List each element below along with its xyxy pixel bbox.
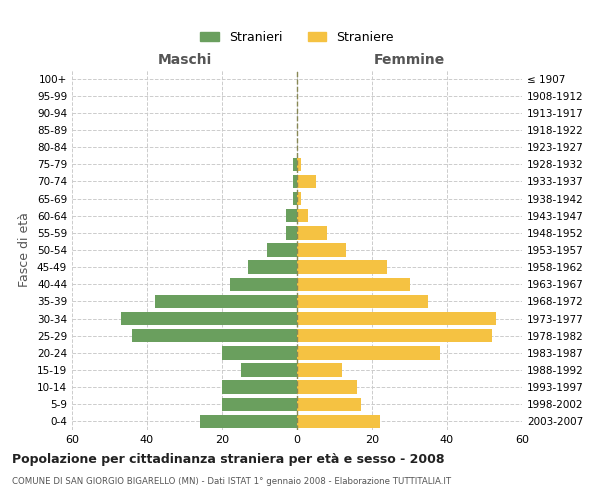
Bar: [297, 398, 361, 411]
Bar: [248, 260, 297, 274]
Bar: [293, 192, 297, 205]
Bar: [267, 244, 297, 256]
Bar: [297, 364, 342, 376]
Bar: [297, 294, 428, 308]
Bar: [297, 414, 380, 428]
Bar: [297, 192, 301, 205]
Bar: [297, 209, 308, 222]
Bar: [297, 260, 387, 274]
Bar: [297, 329, 492, 342]
Text: COMUNE DI SAN GIORGIO BIGARELLO (MN) - Dati ISTAT 1° gennaio 2008 - Elaborazione: COMUNE DI SAN GIORGIO BIGARELLO (MN) - D…: [12, 478, 451, 486]
Bar: [199, 414, 297, 428]
Bar: [297, 226, 327, 239]
Bar: [229, 278, 297, 291]
Bar: [121, 312, 297, 326]
Bar: [222, 398, 297, 411]
Bar: [155, 294, 297, 308]
Bar: [286, 209, 297, 222]
Bar: [297, 244, 346, 256]
Bar: [286, 226, 297, 239]
Bar: [297, 158, 301, 171]
Bar: [297, 380, 357, 394]
Text: Popolazione per cittadinanza straniera per età e sesso - 2008: Popolazione per cittadinanza straniera p…: [12, 452, 445, 466]
Bar: [222, 380, 297, 394]
Text: Femmine: Femmine: [374, 52, 445, 66]
Bar: [297, 346, 439, 360]
Y-axis label: Fasce di età: Fasce di età: [19, 212, 31, 288]
Bar: [297, 174, 316, 188]
Bar: [293, 158, 297, 171]
Bar: [297, 312, 496, 326]
Bar: [241, 364, 297, 376]
Legend: Stranieri, Straniere: Stranieri, Straniere: [195, 26, 399, 49]
Bar: [222, 346, 297, 360]
Bar: [297, 278, 409, 291]
Bar: [132, 329, 297, 342]
Bar: [293, 174, 297, 188]
Text: Maschi: Maschi: [157, 52, 212, 66]
